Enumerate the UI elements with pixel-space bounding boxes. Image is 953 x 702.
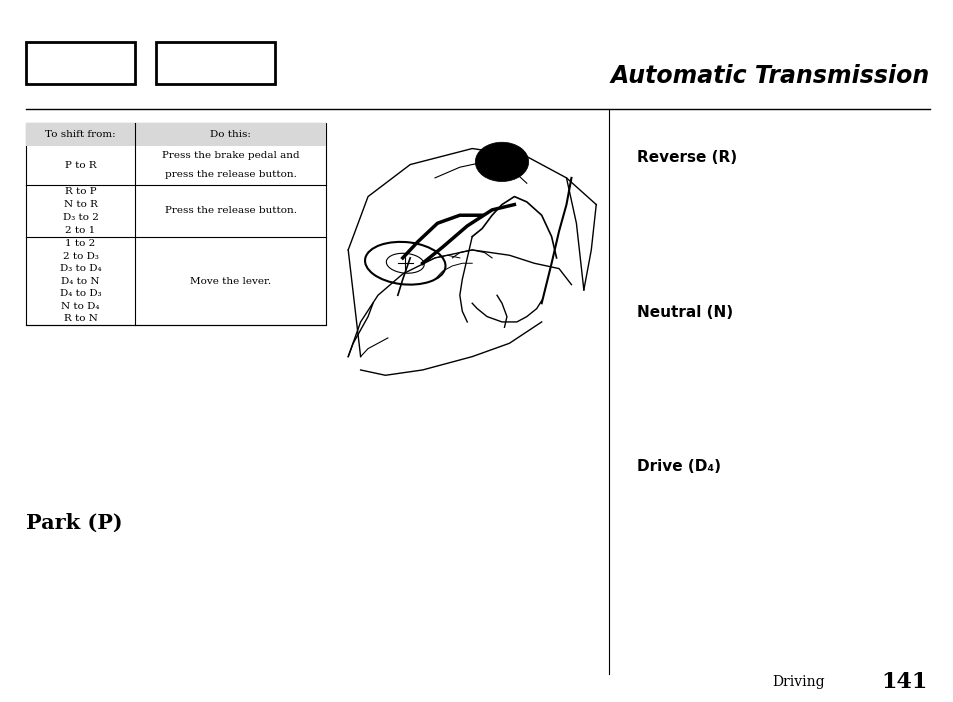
Circle shape [475, 143, 528, 182]
Text: Park (P): Park (P) [26, 513, 122, 533]
Text: 2 to D₃: 2 to D₃ [63, 251, 98, 260]
Text: Neutral (N): Neutral (N) [637, 305, 733, 320]
Text: Automatic Transmission: Automatic Transmission [610, 64, 929, 88]
Text: N to D₄: N to D₄ [61, 302, 100, 311]
Text: R to N: R to N [64, 314, 97, 323]
Text: Reverse (R): Reverse (R) [637, 150, 737, 166]
Bar [155, 42, 274, 84]
Text: P to R: P to R [65, 161, 96, 170]
Text: N to R: N to R [64, 200, 97, 209]
Text: To shift from:: To shift from: [45, 130, 116, 139]
Text: 1 to 2: 1 to 2 [66, 239, 95, 248]
Text: D₄ to D₃: D₄ to D₃ [60, 289, 101, 298]
Text: R to P: R to P [65, 187, 96, 196]
Text: Move the lever.: Move the lever. [190, 277, 272, 286]
Text: D₄ to N: D₄ to N [61, 277, 100, 286]
Bar [26, 42, 135, 84]
Bar [26, 123, 326, 146]
Text: D₃ to D₄: D₃ to D₄ [60, 264, 101, 273]
Bar [26, 123, 326, 325]
Text: Drive (D₄): Drive (D₄) [637, 459, 720, 475]
Text: Press the release button.: Press the release button. [165, 206, 296, 216]
Text: Driving: Driving [772, 675, 824, 689]
Text: Do this:: Do this: [211, 130, 251, 139]
Text: D₃ to 2: D₃ to 2 [63, 213, 98, 222]
Text: 141: 141 [880, 671, 926, 694]
Text: press the release button.: press the release button. [165, 171, 296, 180]
Text: Press the brake pedal and: Press the brake pedal and [162, 151, 299, 160]
Text: 2 to 1: 2 to 1 [66, 226, 95, 235]
